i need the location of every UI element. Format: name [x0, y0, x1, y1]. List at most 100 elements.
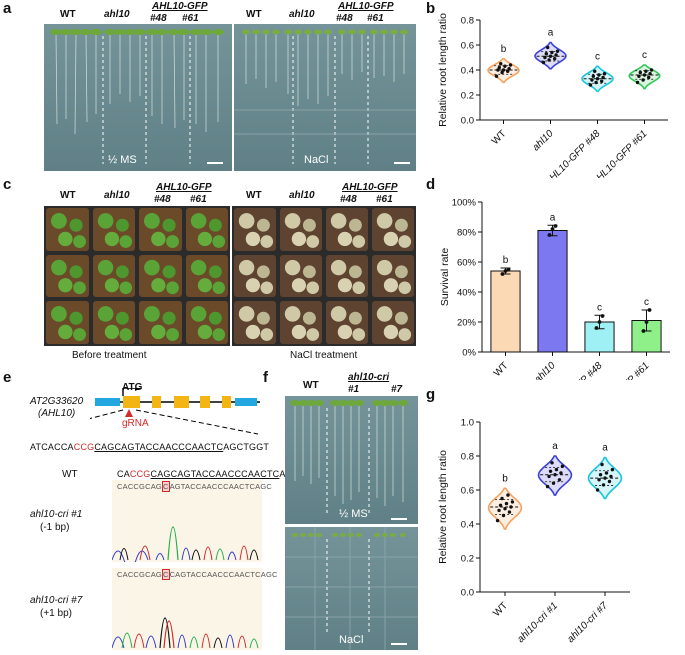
data-point [598, 473, 603, 477]
genotype-line-61: #61 [376, 194, 393, 205]
y-tick-label: 100% [452, 198, 477, 209]
genotype-construct: ahl10-cri [348, 372, 390, 383]
significance-letter: a [552, 441, 558, 452]
data-point [552, 57, 557, 61]
data-point [595, 77, 600, 81]
y-tick-label: 0.8 [461, 452, 474, 463]
data-point [644, 320, 649, 324]
plant-pot [372, 301, 414, 344]
plant-pot [139, 301, 182, 344]
trace-sequence: CACCGCAGCAGTACCAACCCAACTCAGC [117, 481, 272, 492]
plant-pot [139, 254, 182, 298]
data-point [551, 481, 556, 485]
genotype-ahl10: ahl10 [104, 190, 130, 201]
data-point [646, 75, 651, 80]
plant-pot [185, 301, 228, 344]
plant-pot [234, 301, 276, 344]
plant-pot [280, 208, 322, 251]
data-point [500, 70, 504, 75]
genotype-line-1: #1 [348, 384, 360, 395]
cri7-label: ahl10-cri #7 [30, 595, 83, 606]
wt-target: CAGCAGTACCAACCCAACTC [150, 469, 280, 479]
genotype-line-48: #48 [150, 13, 167, 24]
exon-4 [200, 396, 210, 408]
significance-letter: b [503, 255, 509, 266]
chart-g: 0.0 0.2 0.4 0.6 0.8 1.0 Relative root length r… [437, 418, 630, 645]
wt-label: WT [62, 469, 78, 480]
panel-letter-a: a [3, 0, 12, 17]
seq-post: AGCTGGT [223, 442, 270, 452]
genotype-construct: AHL10-GFP [342, 182, 398, 193]
data-point [635, 80, 640, 85]
genotype-wt: WT [303, 380, 319, 391]
plant-pot [92, 208, 135, 251]
data-point [637, 74, 641, 78]
chart-d: 0%20%40%60%80%100%Survival rateWTahl10AH… [439, 198, 670, 380]
plate-label-nacl: NaCl [339, 634, 364, 646]
data-point [545, 484, 550, 489]
x-tick-label: ahl10 [531, 128, 556, 153]
plant-pot [185, 208, 228, 251]
panel-letter-f: f [263, 369, 268, 386]
data-point [594, 326, 599, 330]
y-tick-label: 1.0 [461, 418, 474, 429]
data-point [543, 55, 547, 60]
x-tick-label: WT [491, 600, 510, 619]
y-axis-label: Relative root length ratio [437, 13, 449, 127]
data-point [506, 493, 510, 497]
data-point [642, 73, 647, 77]
full-sequence: ATCACCACCGCAGCAGTACCAACCCAACTCAGCTGGT [30, 442, 269, 452]
y-tick-label: 40% [457, 288, 477, 299]
genotype-line-61: #61 [190, 194, 207, 205]
plant-pot [92, 254, 135, 298]
data-point [498, 503, 503, 507]
plant-pot [234, 254, 276, 298]
cri1-note: (-1 bp) [40, 522, 70, 533]
data-point [495, 518, 500, 523]
data-point [509, 505, 513, 509]
exon-2 [152, 396, 161, 408]
x-tick-label: ahl10-cri #1 [515, 600, 560, 645]
data-point [597, 478, 601, 482]
y-tick-label: 60% [457, 258, 477, 269]
significance-letter: c [595, 51, 600, 62]
data-point [553, 473, 557, 477]
data-point [503, 269, 508, 273]
y-axis-label: Survival rate [439, 248, 451, 307]
seedling-plate-ms: ½ MS [285, 396, 418, 524]
plant-pot [185, 254, 228, 298]
data-point [595, 488, 600, 492]
significance-letter: c [642, 50, 647, 61]
utr-5 [95, 398, 120, 406]
gene-name: (AHL10) [38, 408, 76, 419]
plant-pot [234, 208, 276, 251]
y-tick-label: 0.2 [461, 554, 474, 565]
genotype-construct: AHL10-GFP [156, 182, 212, 193]
data-point [501, 68, 506, 72]
plant-pot [326, 208, 368, 251]
data-point [548, 469, 553, 473]
exon-3 [174, 396, 189, 408]
data-point [560, 464, 565, 468]
data-point [550, 461, 554, 465]
cri1-label: ahl10-cri #1 [30, 509, 83, 520]
data-point [638, 70, 643, 75]
seq-pre: ATCACCA [30, 442, 74, 452]
genotype-line-61: #61 [182, 13, 199, 24]
panel-letter-d: d [426, 176, 436, 193]
bar [490, 270, 521, 353]
data-point [593, 69, 597, 73]
wt-pam: CCG [129, 469, 151, 479]
plate-label-ms: ½ MS [108, 154, 137, 166]
data-point [600, 314, 605, 318]
genotype-ahl10: ahl10 [289, 9, 315, 20]
y-tick-label: 0.6 [461, 486, 474, 497]
data-point [557, 478, 562, 482]
data-point [648, 72, 652, 76]
data-point [609, 474, 613, 479]
exon-5 [222, 396, 231, 408]
data-point [588, 83, 593, 87]
genotype-wt: WT [246, 9, 262, 20]
x-tick-label: ahl10-cri #7 [565, 600, 610, 645]
seq-target: CAGCAGTACCAACCCAACTC [94, 442, 224, 452]
